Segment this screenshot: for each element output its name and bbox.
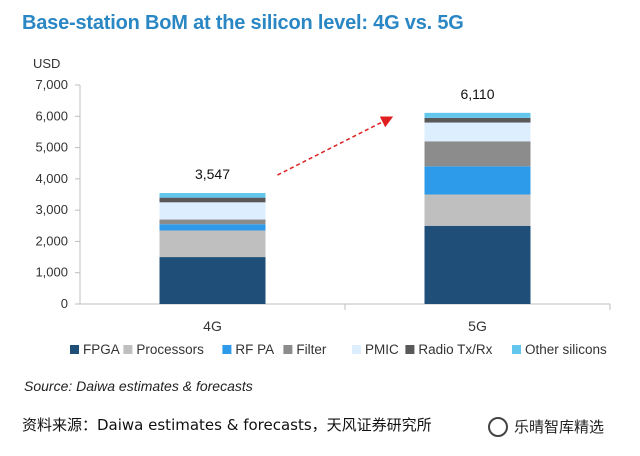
- y-tick-label: 0: [61, 296, 68, 311]
- legend-label: Filter: [296, 342, 327, 357]
- y-tick-label: 2,000: [35, 233, 68, 248]
- y-tick-label: 6,000: [35, 108, 68, 123]
- legend-swatch-filter: [283, 345, 293, 354]
- bar-segment-5g-pmic: [424, 122, 531, 142]
- bar-segment-5g-other-silicons: [424, 112, 531, 118]
- y-axis-unit: USD: [33, 56, 60, 71]
- legend-swatch-pmic: [352, 345, 361, 354]
- bar-segment-4g-filter: [159, 219, 266, 225]
- chart-source: Source: Daiwa estimates & forecasts: [24, 378, 253, 394]
- legend-swatch-processors: [123, 345, 133, 354]
- bar-segment-4g-rf-pa: [159, 224, 266, 231]
- watermark-text: 乐晴智库精选: [514, 418, 605, 436]
- bar-segment-4g-fpga: [159, 257, 266, 304]
- watermark: 乐晴智库精选: [488, 416, 604, 437]
- bar-total-label: 6,110: [461, 86, 495, 102]
- legend-swatch-other-silicons: [512, 345, 521, 354]
- legend-swatch-fpga: [70, 345, 79, 354]
- footer-source: 资料来源：Daiwa estimates & forecasts，天风证券研究所: [22, 416, 432, 434]
- bar-segment-4g-radio-tx-rx: [159, 197, 266, 203]
- bar-segment-4g-pmic: [159, 202, 266, 220]
- legend-label: RF PA: [235, 342, 274, 357]
- legend-swatch-radio-tx-rx: [405, 345, 415, 354]
- bar-total-label: 3,547: [195, 166, 230, 182]
- legend-label: PMIC: [365, 342, 399, 357]
- stacked-bar-chart: USD 0 1,000 2,000 3,000 4,000 5,000 6,000 7,000 3…: [33, 56, 611, 357]
- wechat-logo-icon: [488, 416, 508, 437]
- bar-segment-5g-fpga: [424, 225, 531, 304]
- bar-segment-4g-processors: [159, 230, 266, 258]
- legend-label: Radio Tx/Rx: [418, 342, 492, 357]
- legend-label: FPGA: [83, 342, 120, 357]
- bar-segment-4g-other-silicons: [159, 193, 266, 198]
- y-tick-label: 7,000: [35, 77, 68, 92]
- y-tick-label: 1,000: [35, 265, 68, 280]
- legend-label: Processors: [136, 342, 204, 357]
- x-tick-label: 5G: [468, 318, 487, 334]
- chart-title: Base-station BoM at the silicon level: 4…: [22, 12, 464, 34]
- y-tick-label: 4,000: [35, 171, 68, 186]
- legend-label: Other silicons: [525, 342, 607, 357]
- y-tick-label: 5,000: [35, 140, 68, 155]
- legend-swatch-rf-pa: [222, 345, 232, 354]
- bar-segment-5g-radio-tx-rx: [424, 117, 531, 123]
- bar-segment-5g-filter: [424, 141, 531, 167]
- y-tick-label: 3,000: [35, 202, 68, 217]
- bar-segment-5g-processors: [424, 194, 531, 226]
- x-tick-label: 4G: [203, 318, 222, 334]
- growth-arrow: [277, 116, 394, 176]
- bar-segment-5g-rf-pa: [424, 166, 531, 195]
